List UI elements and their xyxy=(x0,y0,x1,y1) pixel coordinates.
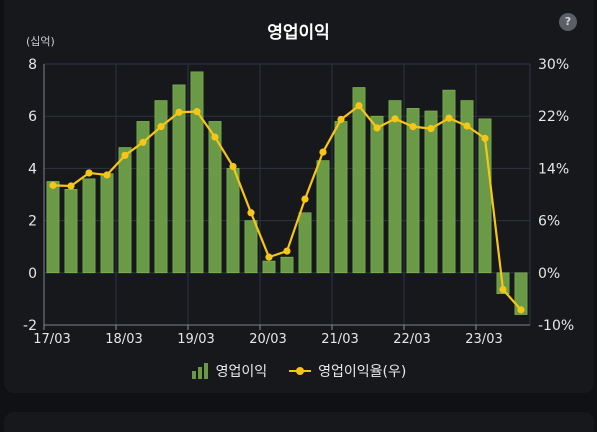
bar xyxy=(316,160,330,274)
legend-label-line: 영업이익율(우) xyxy=(318,364,407,380)
bar xyxy=(388,100,402,274)
line-point xyxy=(337,115,345,124)
bar xyxy=(334,121,348,274)
bar xyxy=(64,188,78,274)
line-point xyxy=(319,148,327,156)
x-tick-label: 17/03 xyxy=(33,332,70,347)
y-left-tick-label: 0 xyxy=(28,266,37,282)
bar xyxy=(352,87,366,274)
bar xyxy=(46,181,60,274)
y-left-tick-label: 4 xyxy=(28,161,37,177)
legend-item-bars[interactable]: 영업이익 xyxy=(191,361,268,381)
help-icon[interactable]: ? xyxy=(559,13,577,31)
line-point xyxy=(67,182,75,190)
line-point xyxy=(103,171,111,179)
bar xyxy=(82,178,96,274)
y-right-tick-label: 22% xyxy=(538,109,569,125)
y-left-tick-label: 2 xyxy=(28,214,37,230)
bar xyxy=(208,121,222,274)
line-point xyxy=(229,162,237,171)
line-point xyxy=(373,124,381,132)
bar xyxy=(262,260,276,274)
line-point xyxy=(121,151,129,159)
bar xyxy=(226,168,240,274)
axes: -2 0 2 4 6 8 -10% 0% 6% 14% 22% 30% 17/03 18/03 19/03 2… xyxy=(23,57,574,347)
chart-title: 영업이익 xyxy=(267,23,330,43)
line-point xyxy=(49,181,57,189)
y-axis-unit-label: (십억) xyxy=(26,35,55,48)
line-point xyxy=(157,123,165,131)
line-point xyxy=(247,209,255,217)
line-point xyxy=(193,108,201,116)
line-series-icon xyxy=(289,367,312,375)
line-point xyxy=(445,114,453,122)
bar xyxy=(244,220,258,274)
y-right-tick-label: 0% xyxy=(538,266,560,282)
bar xyxy=(136,121,150,274)
line-point xyxy=(85,169,93,177)
y-right-tick-label: 30% xyxy=(538,57,569,73)
y-right-tick-label: 14% xyxy=(538,161,569,177)
x-tick-label: 20/03 xyxy=(249,332,286,347)
bar xyxy=(406,108,420,274)
line-point xyxy=(409,123,417,131)
x-tick-label: 21/03 xyxy=(321,332,358,347)
line-series xyxy=(49,102,525,314)
x-tick-label: 18/03 xyxy=(105,332,142,347)
legend-item-line[interactable]: 영업이익율(우) xyxy=(289,361,406,381)
bar xyxy=(514,272,528,315)
bar xyxy=(190,71,204,274)
line-point xyxy=(391,115,399,123)
line-point xyxy=(175,108,183,116)
x-tick-label: 19/03 xyxy=(177,332,214,347)
line-point xyxy=(211,133,219,141)
line-point xyxy=(139,138,147,146)
bar xyxy=(118,147,132,274)
bar xyxy=(442,89,456,274)
bar xyxy=(100,173,114,274)
line-point xyxy=(463,122,471,130)
x-tick-label: 22/03 xyxy=(393,332,430,347)
y-left-tick-label: 6 xyxy=(28,109,37,125)
legend-label-bars: 영업이익 xyxy=(215,364,268,380)
line-point xyxy=(427,124,435,133)
bar-series-icon xyxy=(191,363,208,379)
bar xyxy=(298,212,312,274)
bar xyxy=(424,110,438,274)
line-point xyxy=(355,102,363,110)
bar xyxy=(370,115,384,274)
x-tick-label: 23/03 xyxy=(465,332,502,347)
line-point xyxy=(283,247,291,255)
bar xyxy=(460,100,474,274)
grid xyxy=(43,63,531,326)
line-point xyxy=(517,306,525,314)
y-right-tick-label: -10% xyxy=(538,318,574,334)
line-point xyxy=(265,253,273,261)
bar xyxy=(280,256,294,274)
bar xyxy=(172,84,186,274)
bar-series xyxy=(46,71,528,315)
y-right-tick-label: 6% xyxy=(538,214,560,230)
legend: 영업이익 영업이익율(우) xyxy=(0,361,597,381)
bar xyxy=(154,100,168,274)
y-left-tick-label: -2 xyxy=(23,318,37,334)
y-left-tick-label: 8 xyxy=(28,57,37,73)
line-point xyxy=(499,285,507,294)
line-point xyxy=(301,195,309,203)
line-point xyxy=(481,134,489,142)
